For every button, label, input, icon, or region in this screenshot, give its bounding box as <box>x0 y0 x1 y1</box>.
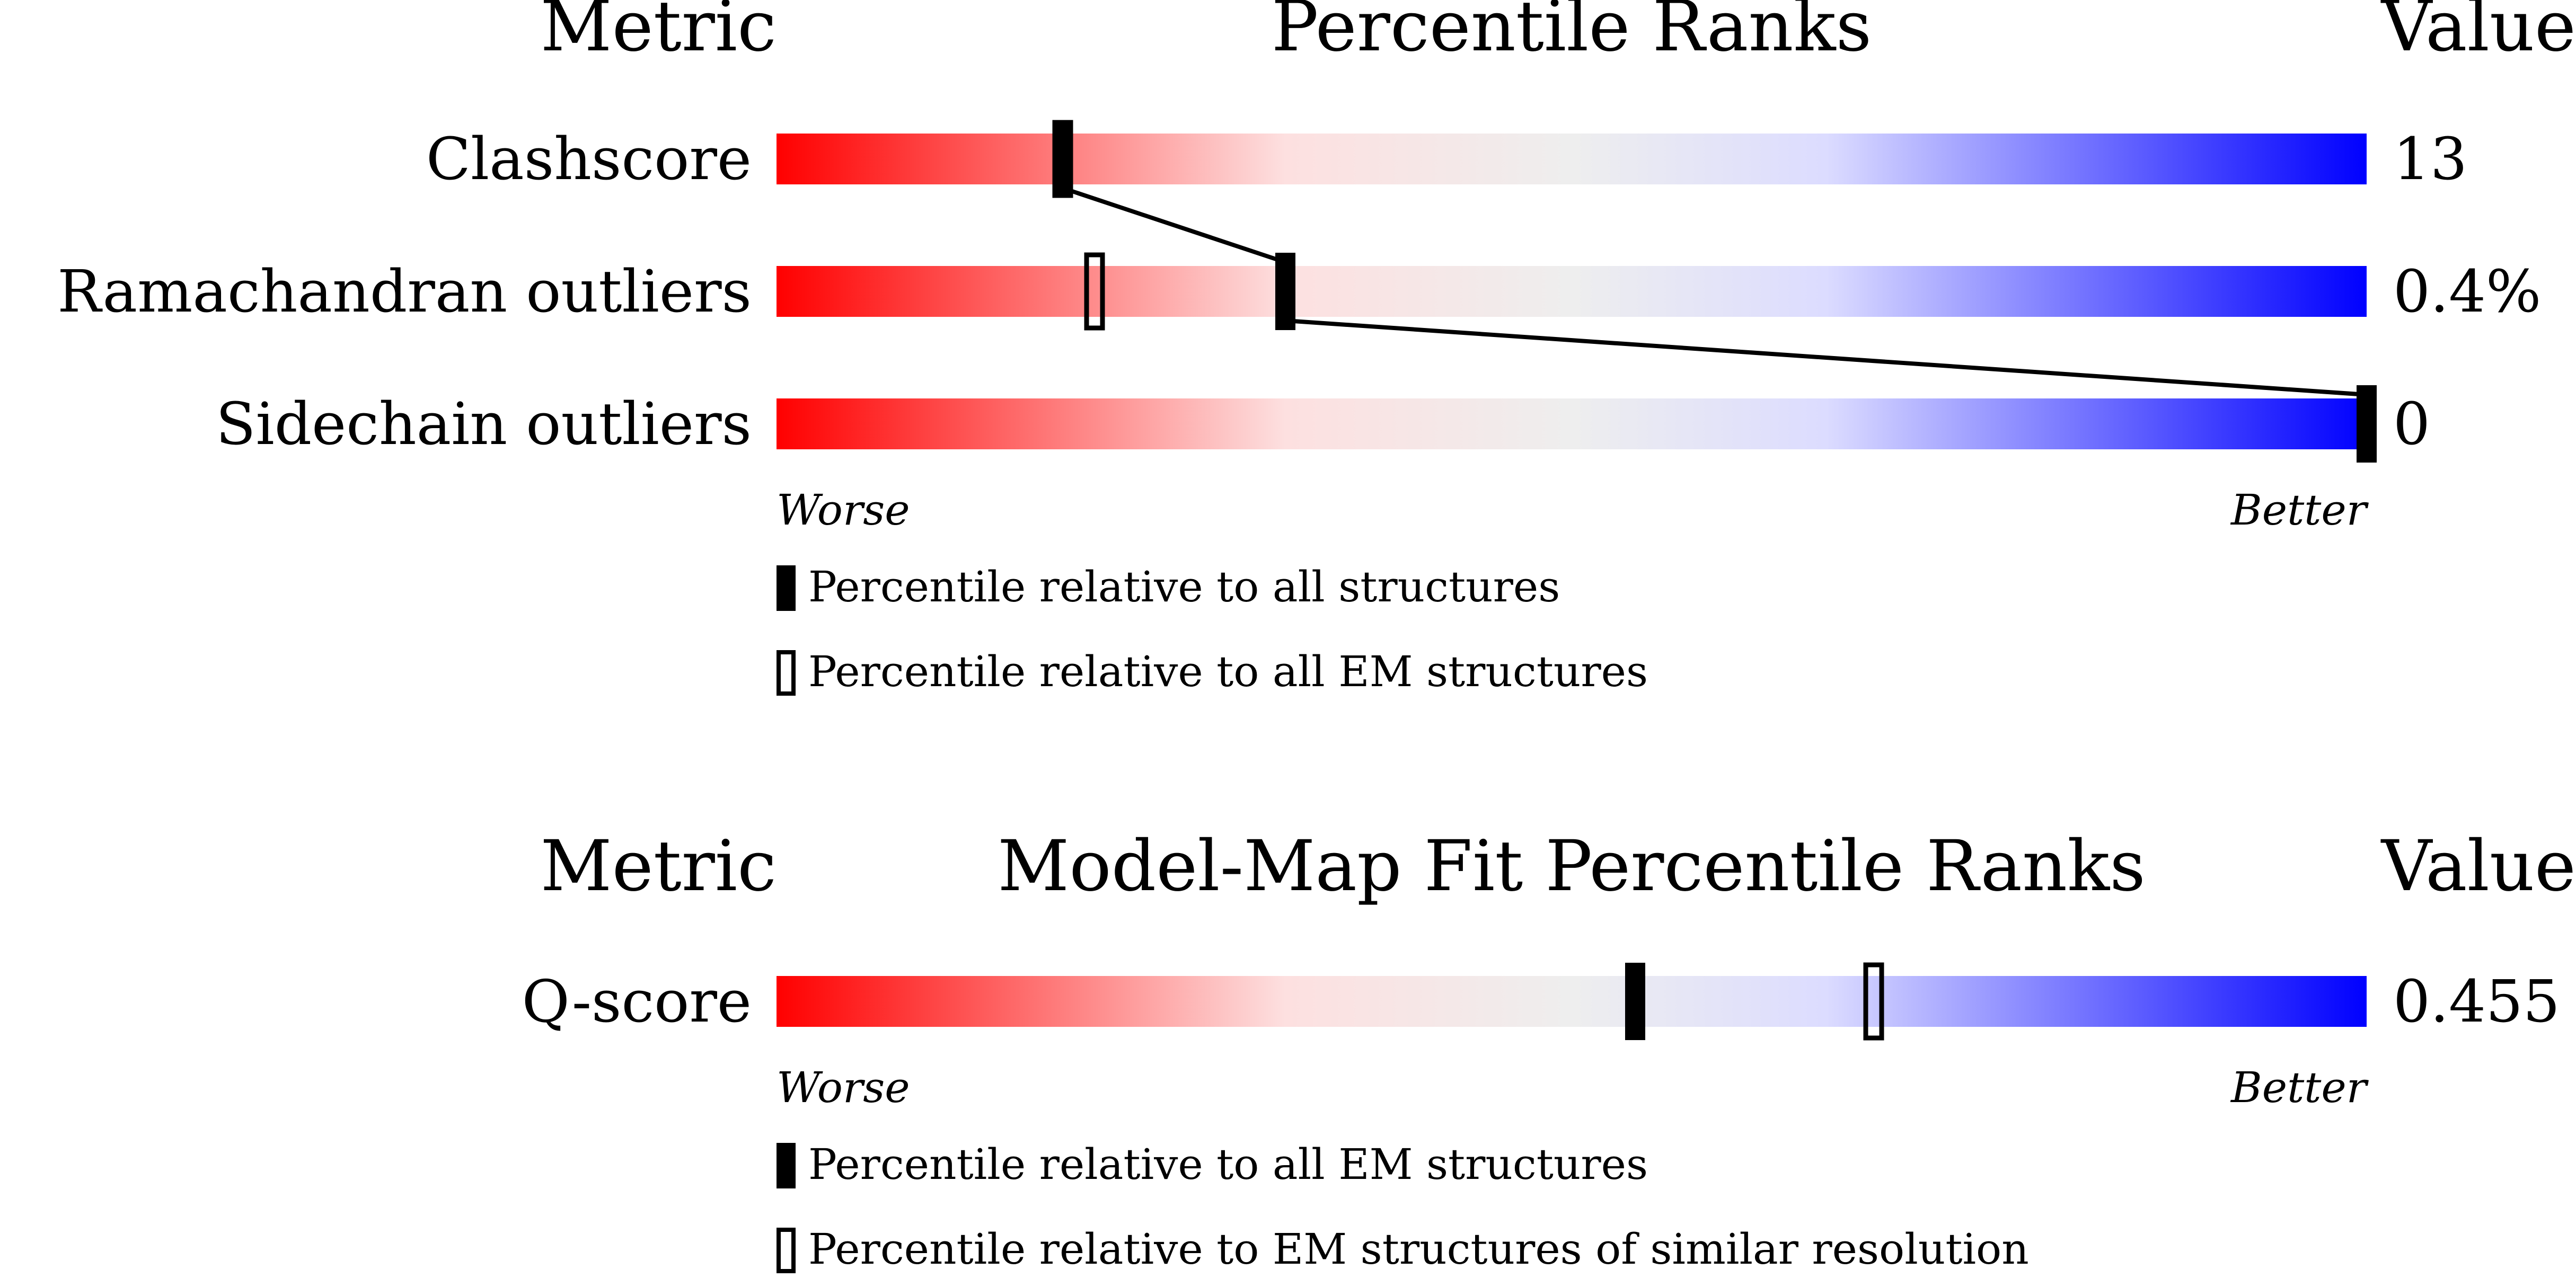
percentile-marker-filled <box>1275 253 1295 330</box>
metric-value: 0.4% <box>2393 258 2541 325</box>
percentile-marker-open <box>1084 252 1105 331</box>
metric-value: 13 <box>2393 125 2467 193</box>
legend-item: Percentile relative to all EM structures <box>777 647 1648 696</box>
metric-row: Clashscore 13 <box>426 120 2467 198</box>
connector-line <box>1285 318 2367 397</box>
header-metric: Metric <box>540 0 777 67</box>
legend-text: Percentile relative to all EM structures <box>808 647 1648 696</box>
connector-line <box>1062 186 1286 264</box>
panel-geometry: Metric Percentile Ranks Value Clashscore 13 R… <box>57 0 2576 696</box>
metric-value: 0 <box>2393 390 2430 458</box>
metric-row: Sidechain outliers 0 <box>216 385 2430 463</box>
header-value: Value <box>2380 826 2576 907</box>
legend-text: Percentile relative to all structures <box>808 562 1560 611</box>
legend-marker-filled <box>777 565 796 611</box>
header-title: Model-Map Fit Percentile Ranks <box>998 826 2146 907</box>
worse-label: Worse <box>777 1063 910 1112</box>
percentile-marker-open <box>1863 962 1884 1041</box>
percentile-bar <box>777 398 2367 449</box>
legend-marker-open <box>777 1228 796 1273</box>
legend-item: Percentile relative to EM structures of … <box>777 1224 2029 1274</box>
percentile-bar <box>777 976 2367 1027</box>
metric-label: Sidechain outliers <box>216 390 752 458</box>
worse-label: Worse <box>777 485 910 535</box>
metric-label: Ramachandran outliers <box>57 258 752 325</box>
metric-label: Q-score <box>522 968 752 1035</box>
panel-model-map-fit: Metric Model-Map Fit Percentile Ranks Valu… <box>522 826 2576 1274</box>
percentile-marker-filled <box>2357 385 2377 463</box>
header-title: Percentile Ranks <box>1272 0 1872 67</box>
metric-row: Ramachandran outliers 0.4% <box>57 252 2541 331</box>
legend-marker-filled <box>777 1143 796 1188</box>
percentile-marker-open <box>1052 120 1073 198</box>
metric-label: Clashscore <box>426 125 752 193</box>
metric-row: Q-score 0.455 <box>522 962 2560 1041</box>
header-value: Value <box>2380 0 2576 67</box>
percentile-bar <box>777 266 2367 317</box>
better-label: Better <box>2230 1063 2369 1112</box>
legend-text: Percentile relative to all EM structures <box>808 1140 1648 1189</box>
percentile-marker-filled <box>1625 963 1645 1040</box>
metric-value: 0.455 <box>2393 968 2560 1035</box>
legend-text: Percentile relative to EM structures of … <box>808 1224 2029 1274</box>
legend-item: Percentile relative to all structures <box>777 562 1560 611</box>
better-label: Better <box>2230 485 2369 535</box>
percentile-bar <box>777 134 2367 184</box>
header-metric: Metric <box>540 826 777 907</box>
legend-item: Percentile relative to all EM structures <box>777 1140 1648 1189</box>
legend-marker-open <box>777 650 796 696</box>
